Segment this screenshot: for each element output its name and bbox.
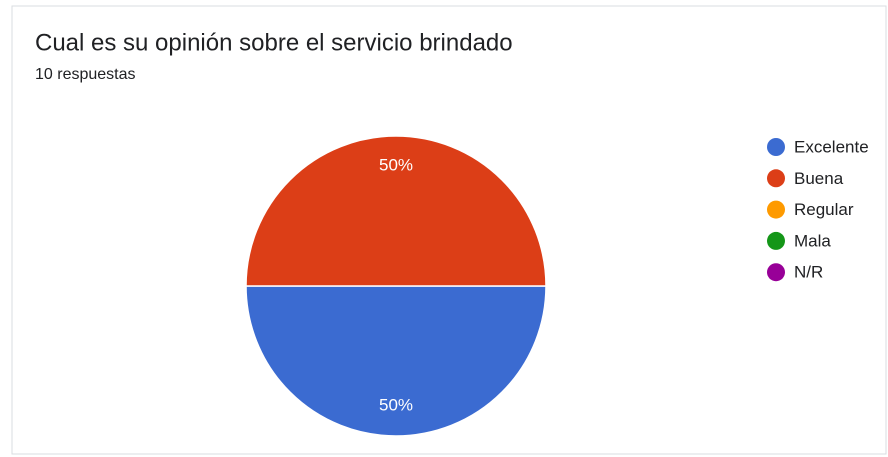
legend-label: Mala xyxy=(794,231,831,250)
chart-subtitle: 10 respuestas xyxy=(35,66,136,83)
pie-slice xyxy=(245,285,547,437)
legend-label: N/R xyxy=(794,263,823,282)
legend-label: Excelente xyxy=(794,137,869,156)
data-label: 50% xyxy=(379,155,413,174)
legend-swatch xyxy=(767,231,785,250)
legend-label: Regular xyxy=(794,200,854,219)
data-label: 50% xyxy=(379,395,413,414)
chart-title: Cual es su opinión sobre el servicio bri… xyxy=(35,29,513,56)
legend-swatch xyxy=(767,169,785,188)
legend-swatch xyxy=(767,200,785,219)
legend-label: Buena xyxy=(794,169,844,188)
legend-swatch xyxy=(767,138,785,156)
legend-swatch xyxy=(767,263,785,282)
pie-slice xyxy=(245,135,547,287)
